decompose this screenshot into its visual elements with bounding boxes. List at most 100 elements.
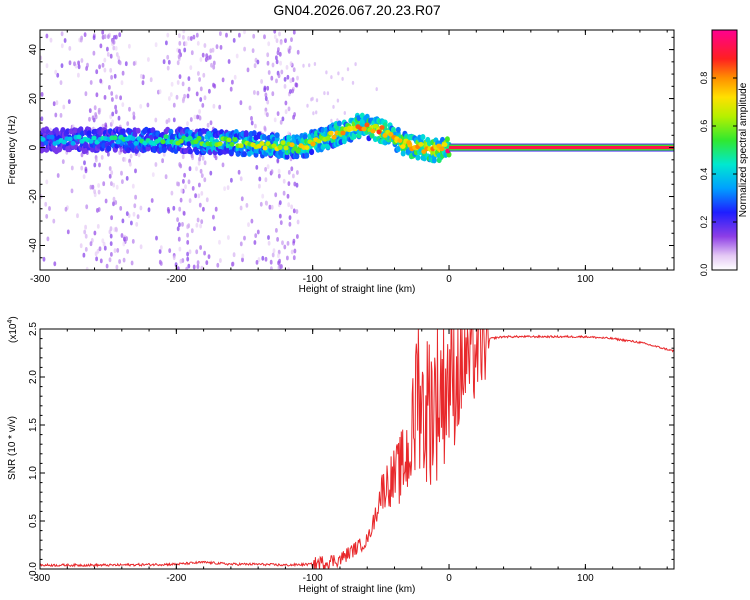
spectrogram-speckle [54, 112, 58, 118]
spectrogram-speckle [98, 246, 102, 252]
spectrogram-cell [243, 130, 249, 137]
spectrogram-speckle [182, 35, 185, 40]
spectrogram-speckle [95, 69, 99, 75]
spectrogram-core [406, 140, 412, 146]
spectrogram-speckle [276, 50, 280, 56]
spectrogram-speckle [159, 261, 163, 266]
spectrogram-speckle [323, 91, 326, 96]
spectrogram-speckle [130, 220, 133, 226]
spectrogram-speckle [292, 114, 295, 120]
spectrogram-speckle [139, 104, 143, 109]
spectrogram-speckle [60, 43, 64, 49]
spectrogram-speckle [68, 46, 72, 51]
spectrogram-speckle [109, 233, 113, 239]
spectrogram-speckle [109, 68, 113, 73]
spectrogram-speckle [186, 93, 190, 99]
spectrogram-speckle [295, 209, 299, 214]
spectrogram-speckle [97, 107, 101, 113]
spectrogram-cell [400, 150, 406, 157]
spectrogram-cell [325, 143, 331, 150]
spectrogram-speckle [118, 60, 122, 66]
spectrogram-speckle [278, 31, 281, 37]
spectrogram-speckle [169, 92, 173, 97]
spectrogram-speckle [77, 60, 80, 66]
spectrogram-core [277, 145, 283, 151]
spectrogram-speckle [45, 214, 49, 219]
spectrogram-speckle [70, 188, 74, 194]
spectrogram-speckle [284, 109, 288, 115]
spectrogram-speckle [255, 165, 259, 170]
spectrogram-speckle [182, 179, 185, 184]
spectrogram-speckle [240, 196, 244, 202]
spectrogram-speckle [97, 183, 100, 188]
spectrogram-speckle [302, 63, 305, 68]
spectrogram-speckle [198, 202, 202, 208]
spectrogram-speckle [283, 84, 287, 89]
spectrogram-speckle [109, 53, 113, 59]
spectrogram-speckle [296, 75, 299, 81]
spectrogram-speckle [200, 219, 204, 225]
spectrogram-speckle [212, 103, 216, 109]
spectrogram-speckle [273, 117, 277, 123]
spectrogram-core [361, 126, 367, 132]
spectrogram-speckle [286, 241, 290, 246]
spectrogram-speckle [84, 224, 87, 230]
spectrogram-cell [251, 130, 257, 137]
spectrogram-cell [186, 140, 192, 147]
spectrogram-speckle [265, 201, 269, 206]
spectrogram-speckle [278, 213, 282, 219]
spectrogram-speckle [296, 234, 299, 239]
spectrogram-speckle [121, 179, 124, 185]
spectrogram-speckle [187, 263, 191, 269]
spectrogram-speckle [215, 44, 219, 49]
spectrogram-speckle [177, 54, 181, 59]
spectrogram-speckle [243, 46, 247, 52]
spectrogram-core [193, 139, 199, 145]
spectrogram-speckle [354, 62, 357, 67]
spectrogram-core [310, 141, 316, 147]
spectrogram-speckle [85, 204, 89, 210]
spectrogram-speckle [122, 257, 126, 263]
spectrogram-speckle [275, 55, 278, 61]
spectrogram-speckle [120, 170, 123, 176]
spectrogram-speckle [97, 189, 101, 195]
spectrogram-speckle [214, 206, 218, 212]
spectrogram-speckle [94, 157, 98, 163]
spectrogram-cell [304, 152, 310, 159]
spectrogram-speckle [56, 173, 60, 178]
spectrogram-speckle [232, 38, 236, 43]
spectrogram-speckle [115, 184, 119, 190]
spectrogram-speckle [166, 32, 170, 38]
spectrogram-speckle [183, 93, 187, 99]
spectrogram-cell [161, 147, 167, 153]
spectrogram-speckle [270, 266, 273, 270]
spectrogram-speckle [107, 151, 110, 157]
spectrogram-speckle [216, 262, 220, 268]
spectrogram-tone [449, 143, 674, 152]
spectrogram-speckle [103, 245, 107, 251]
spectrogram-speckle [83, 160, 86, 166]
spectrogram-cell [135, 127, 141, 134]
spectrogram-speckle [277, 253, 280, 259]
spectrogram-speckle [263, 87, 267, 93]
spectrogram-speckle [188, 249, 192, 255]
spectrogram-speckle [286, 74, 290, 80]
spectrogram-speckle [121, 70, 125, 76]
spectrogram-speckle [178, 162, 182, 167]
spectrogram-speckle [201, 52, 205, 58]
spectrogram-speckle [147, 57, 150, 62]
spectrogram-speckle [290, 37, 293, 42]
spectrogram-speckle [139, 244, 143, 250]
spectrogram-speckle [101, 30, 105, 35]
spectrogram-core [376, 129, 382, 135]
spectrogram-speckle [231, 261, 234, 267]
spectrogram-speckle [96, 208, 99, 213]
spectrogram-speckle [278, 258, 281, 264]
spectrogram-speckle [102, 181, 106, 187]
spectrogram-speckle [226, 185, 230, 191]
spectrogram-speckle [134, 194, 138, 200]
snr-y-multiplier: (x104) [7, 316, 19, 343]
spectrogram-speckle [285, 65, 289, 70]
spectrogram-speckle [44, 201, 48, 207]
